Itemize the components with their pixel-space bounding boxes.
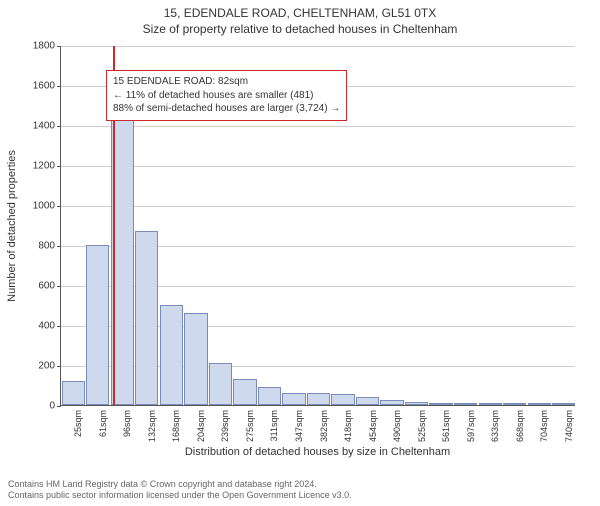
y-tick-label: 1200 (15, 161, 55, 172)
histogram-bar (86, 245, 109, 405)
y-tick-mark (57, 166, 61, 167)
x-tick-label: 239sqm (220, 410, 221, 442)
x-axis-label: Distribution of detached houses by size … (60, 446, 575, 458)
x-tick-label: 597sqm (466, 410, 467, 442)
y-axis-label: Number of detached properties (6, 150, 18, 302)
histogram-bar (503, 403, 526, 405)
chart-container: Number of detached properties 25sqm61sqm… (60, 46, 575, 406)
x-tick-label: 704sqm (539, 410, 540, 442)
y-tick-mark (57, 206, 61, 207)
y-tick-label: 1000 (15, 201, 55, 212)
page-address: 15, EDENDALE ROAD, CHELTENHAM, GL51 0TX (0, 6, 600, 20)
x-tick-label: 633sqm (490, 410, 491, 442)
footer-line1: Contains HM Land Registry data © Crown c… (8, 479, 352, 491)
annotation-box: 15 EDENDALE ROAD: 82sqm← 11% of detached… (106, 70, 347, 121)
histogram-bar (258, 387, 281, 405)
histogram-bar (380, 400, 403, 405)
y-tick-mark (57, 86, 61, 87)
y-tick-mark (57, 126, 61, 127)
y-tick-mark (57, 406, 61, 407)
x-tick-label: 25sqm (73, 410, 74, 437)
grid-line (61, 166, 575, 167)
y-tick-mark (57, 366, 61, 367)
x-tick-label: 275sqm (245, 410, 246, 442)
histogram-bar (160, 305, 183, 405)
x-tick-label: 382sqm (319, 410, 320, 442)
x-tick-label: 61sqm (98, 410, 99, 437)
histogram-bar (307, 393, 330, 405)
grid-line (61, 126, 575, 127)
histogram-bar (209, 363, 232, 405)
x-tick-label: 525sqm (417, 410, 418, 442)
histogram-bar (429, 403, 452, 405)
annotation-line: ← 11% of detached houses are smaller (48… (113, 89, 340, 103)
histogram-bar (135, 231, 158, 405)
x-tick-label: 132sqm (147, 410, 148, 442)
x-tick-label: 311sqm (269, 410, 270, 441)
x-tick-label: 454sqm (368, 410, 369, 442)
y-tick-label: 400 (15, 321, 55, 332)
x-tick-label: 96sqm (122, 410, 123, 437)
x-tick-label: 740sqm (564, 410, 565, 442)
page-subtitle: Size of property relative to detached ho… (0, 22, 600, 36)
grid-line (61, 206, 575, 207)
footer-line2: Contains public sector information licen… (8, 490, 352, 502)
y-tick-mark (57, 286, 61, 287)
x-tick-label: 490sqm (392, 410, 393, 442)
y-tick-label: 1400 (15, 121, 55, 132)
histogram-bar (552, 403, 575, 405)
plot-area: 25sqm61sqm96sqm132sqm168sqm204sqm239sqm2… (60, 46, 575, 406)
histogram-bar (405, 402, 428, 405)
x-tick-label: 204sqm (196, 410, 197, 442)
histogram-bar (479, 403, 502, 405)
annotation-line: 15 EDENDALE ROAD: 82sqm (113, 75, 340, 89)
histogram-bar (528, 403, 551, 405)
y-tick-label: 600 (15, 281, 55, 292)
x-tick-label: 168sqm (171, 410, 172, 442)
y-tick-mark (57, 46, 61, 47)
y-tick-label: 800 (15, 241, 55, 252)
y-tick-label: 0 (15, 401, 55, 412)
y-tick-label: 200 (15, 361, 55, 372)
histogram-bar (454, 403, 477, 405)
histogram-bar (356, 397, 379, 405)
y-tick-label: 1600 (15, 81, 55, 92)
x-tick-label: 418sqm (343, 410, 344, 442)
annotation-line: 88% of semi-detached houses are larger (… (113, 102, 340, 116)
histogram-bar (331, 394, 354, 405)
histogram-bar (62, 381, 85, 405)
x-tick-label: 668sqm (515, 410, 516, 442)
x-tick-label: 561sqm (441, 410, 442, 442)
y-tick-label: 1800 (15, 41, 55, 52)
histogram-bar (233, 379, 256, 405)
y-tick-mark (57, 326, 61, 327)
grid-line (61, 46, 575, 47)
histogram-bar (184, 313, 207, 405)
footer: Contains HM Land Registry data © Crown c… (8, 479, 352, 502)
histogram-bar (282, 393, 305, 405)
y-tick-mark (57, 246, 61, 247)
x-tick-label: 347sqm (294, 410, 295, 442)
